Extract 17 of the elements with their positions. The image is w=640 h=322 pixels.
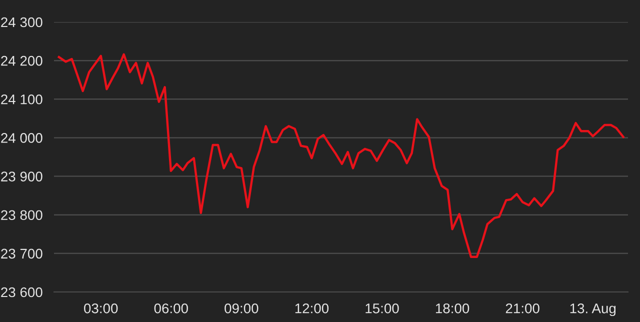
x-tick-label: 12:00 [295,303,329,314]
x-tick-label: 13. Aug [570,303,616,316]
y-tick-label: 23 900 [1,172,42,182]
x-tick-label: 06:00 [154,303,188,314]
x-tick-label: 18:00 [436,303,470,314]
x-tick-label: 21:00 [506,303,540,314]
x-tick-label: 03:00 [84,303,118,314]
y-tick-label: 24 000 [1,133,42,143]
y-tick-label: 23 800 [1,210,42,220]
y-tick-label: 23 700 [1,248,42,259]
y-tick-label: 23 600 [1,287,42,298]
y-tick-label: 24 300 [1,17,42,28]
y-tick-label: 24 200 [1,56,42,66]
x-tick-label: 09:00 [224,303,258,314]
x-tick-label: 15:00 [366,303,399,314]
line-series [58,53,624,258]
y-tick-label: 24 100 [1,94,42,104]
